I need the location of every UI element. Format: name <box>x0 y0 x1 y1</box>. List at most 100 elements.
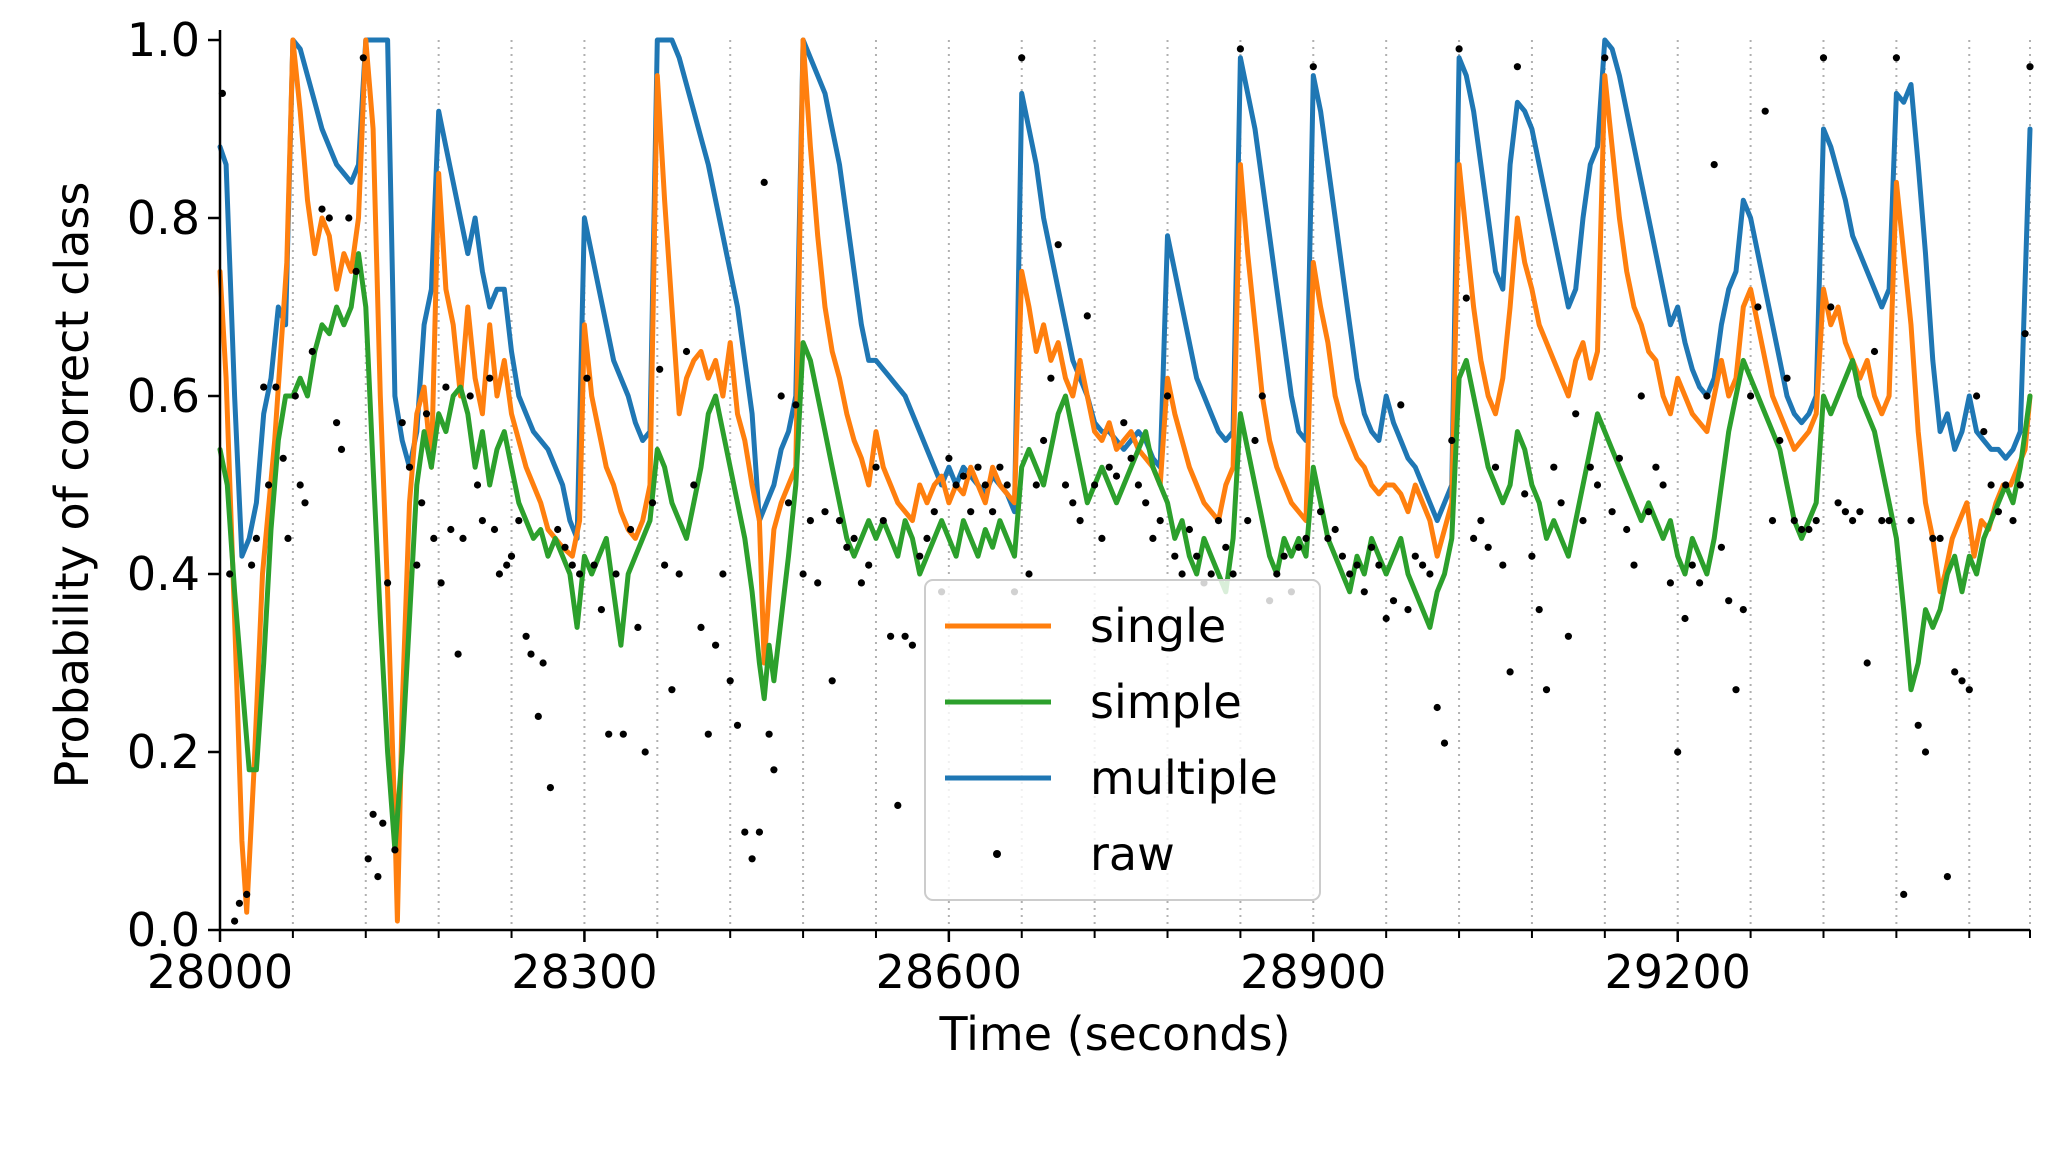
raw-point <box>814 579 822 587</box>
raw-point <box>1994 508 2002 516</box>
raw-point <box>1397 401 1405 409</box>
raw-point <box>1309 63 1317 71</box>
raw-point <box>1295 543 1303 551</box>
raw-point <box>1317 508 1325 516</box>
raw-point <box>1448 436 1456 445</box>
raw-point <box>413 561 421 569</box>
raw-point <box>1003 481 1011 489</box>
raw-point <box>690 481 698 489</box>
raw-point <box>1346 570 1354 578</box>
raw-point <box>1936 534 1944 543</box>
raw-point <box>418 499 426 507</box>
raw-point <box>1324 534 1332 543</box>
raw-point <box>1666 579 1674 587</box>
raw-point <box>1389 597 1398 605</box>
raw-point <box>384 579 392 587</box>
legend-box <box>924 579 1321 901</box>
raw-point <box>422 410 431 418</box>
raw-point <box>634 623 642 632</box>
raw-point <box>704 730 712 738</box>
raw-point <box>1018 54 1026 62</box>
y-tick-label: 0.2 <box>127 725 200 779</box>
raw-point <box>1768 517 1777 525</box>
x-axis-title: Time (seconds) <box>938 1007 1290 1061</box>
series-line-single <box>217 37 2033 924</box>
raw-point <box>916 552 924 560</box>
raw-point <box>1878 517 1886 525</box>
raw-point <box>576 570 584 578</box>
raw-point <box>930 508 938 516</box>
raw-point <box>1637 392 1645 400</box>
raw-point <box>719 570 727 578</box>
raw-point <box>379 819 387 827</box>
raw-point <box>1754 303 1762 311</box>
raw-point <box>1601 54 1609 62</box>
raw-point <box>872 463 880 471</box>
raw-point <box>760 178 768 186</box>
y-axis-title: Probability of correct class <box>45 182 99 789</box>
raw-point <box>648 499 657 507</box>
raw-point <box>515 517 523 525</box>
raw-point <box>1725 597 1733 605</box>
raw-point <box>1973 392 1981 400</box>
raw-point <box>1717 543 1725 551</box>
raw-point <box>806 517 815 525</box>
x-tick-label: 28000 <box>147 945 293 999</box>
raw-point <box>1258 392 1266 400</box>
x-tick-label: 29200 <box>1605 945 1751 999</box>
raw-point <box>279 454 287 462</box>
y-tick-label: 0.4 <box>127 547 200 601</box>
raw-point <box>1280 552 1288 560</box>
raw-point <box>777 392 785 400</box>
raw-point <box>784 499 793 507</box>
raw-point <box>1856 508 1864 516</box>
raw-point <box>352 267 360 275</box>
raw-point <box>539 659 547 667</box>
raw-point <box>765 730 773 738</box>
raw-point <box>1790 517 1798 525</box>
raw-point <box>792 401 800 409</box>
raw-point <box>359 54 367 62</box>
raw-point <box>755 828 764 836</box>
raw-point <box>1214 517 1223 525</box>
x-tick-label: 28300 <box>511 945 657 999</box>
raw-point <box>561 543 569 551</box>
raw-point <box>473 481 482 489</box>
raw-point <box>374 873 382 881</box>
raw-point <box>974 463 982 471</box>
raw-point <box>1419 561 1427 569</box>
raw-point <box>668 686 676 694</box>
raw-point <box>828 677 836 685</box>
raw-point <box>478 517 486 525</box>
raw-point <box>1586 463 1594 471</box>
raw-point <box>1870 347 1879 356</box>
raw-point <box>1834 499 1842 507</box>
raw-point <box>1411 552 1419 560</box>
raw-point <box>1499 561 1507 569</box>
raw-point <box>1645 508 1653 516</box>
raw-point <box>1105 463 1113 471</box>
raw-point <box>1040 436 1048 445</box>
raw-point <box>398 419 406 427</box>
raw-point <box>597 606 606 614</box>
raw-point <box>1761 107 1769 115</box>
raw-point <box>527 650 535 658</box>
raw-point <box>901 632 909 640</box>
raw-point <box>894 801 902 810</box>
raw-point <box>1032 481 1040 489</box>
x-tick-label: 28900 <box>1240 945 1386 999</box>
raw-point <box>507 552 516 560</box>
axes-layer: 0.0 0.2 0.4 0.6 0.8 1.0 28000 28300 28600 28900 29… <box>45 13 2031 1061</box>
raw-point <box>1484 543 1492 551</box>
raw-point <box>1098 534 1106 543</box>
raw-point <box>996 463 1004 471</box>
raw-point <box>1703 392 1711 400</box>
raw-point <box>1360 588 1368 596</box>
raw-point <box>1929 534 1937 543</box>
raw-point <box>923 534 931 543</box>
raw-point <box>252 534 260 543</box>
raw-point <box>1579 517 1587 525</box>
raw-point <box>1091 481 1099 489</box>
raw-point <box>1696 579 1704 587</box>
